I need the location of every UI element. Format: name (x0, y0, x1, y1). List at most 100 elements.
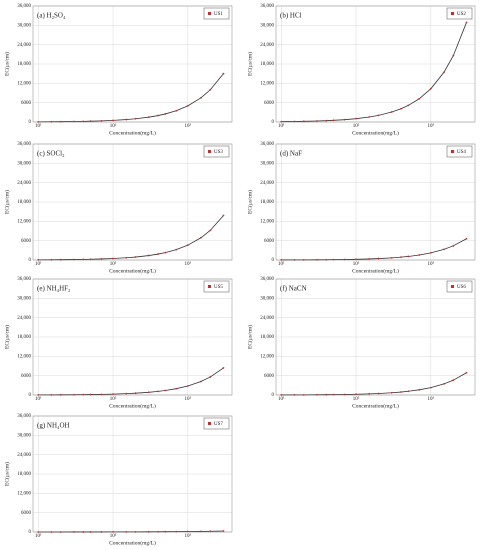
x-tick-label: 10³ (428, 261, 435, 267)
legend-label: US5 (214, 285, 223, 290)
panel: 0 6000 12,000 18,000 24,000 30,000 36,000 10¹ 10… (246, 277, 476, 409)
data-point (164, 530, 167, 533)
panel: 0 6000 12,000 18,000 24,000 30,000 36,000 10¹ 10… (246, 4, 476, 136)
data-point (125, 392, 128, 395)
y-tick-label: 24,000 (17, 43, 31, 48)
data-point (452, 379, 455, 382)
y-axis-label: EC(μs/cm) (246, 190, 253, 214)
panel-title: (b) HCl (280, 12, 302, 20)
y-axis-label: EC(μs/cm) (246, 325, 253, 349)
data-point (89, 120, 92, 123)
data-point (377, 257, 380, 260)
y-tick-label: 6000 (264, 239, 275, 244)
y-tick-label: 6000 (21, 511, 32, 516)
y-axis-label: EC(μs/cm) (3, 325, 10, 349)
y-tick-label: 6000 (21, 374, 32, 379)
x-tick-label: 10³ (185, 261, 192, 267)
data-point (418, 97, 421, 100)
series-line (38, 530, 224, 533)
data-point (59, 531, 62, 533)
series-line (38, 73, 224, 123)
x-tick-label: 10³ (428, 123, 435, 129)
legend-label: US1 (214, 12, 223, 17)
data-point (125, 118, 128, 121)
data-point (293, 393, 296, 396)
data-point (100, 531, 103, 533)
data-point (112, 119, 114, 122)
legend-label: US7 (214, 422, 223, 427)
x-tick-label: 10² (110, 533, 117, 539)
data-point (407, 255, 410, 258)
data-point (390, 256, 393, 259)
y-tick-label: 6000 (21, 101, 32, 106)
y-tick-label: 12,000 (260, 354, 274, 359)
data-point (73, 258, 75, 261)
y-tick-label: 0 (272, 393, 275, 398)
legend-box (203, 7, 230, 20)
legend-box (203, 280, 230, 293)
y-tick-label: 18,000 (17, 472, 31, 477)
data-point (325, 258, 328, 261)
x-tick-label: 10¹ (278, 261, 285, 267)
x-axis-label: Concentration(mg/L) (352, 129, 399, 136)
y-tick-label: 0 (29, 530, 32, 535)
series-line (281, 372, 467, 396)
legend-label: US2 (457, 12, 466, 17)
y-tick-label: 6000 (264, 101, 275, 106)
x-tick-label: 10² (110, 261, 117, 267)
data-point (443, 71, 445, 74)
data-point (343, 393, 346, 396)
y-tick-label: 30,000 (260, 161, 274, 166)
data-point (302, 258, 305, 261)
data-point (343, 118, 346, 121)
data-point (50, 258, 53, 261)
data-point (452, 244, 455, 247)
y-tick-label: 36,000 (260, 142, 274, 147)
data-point (316, 120, 318, 122)
data-point (368, 392, 371, 395)
data-point (316, 258, 318, 261)
data-point (390, 391, 393, 394)
x-tick-label: 10² (110, 396, 117, 402)
legend-box (203, 417, 230, 430)
data-point (175, 109, 178, 112)
panel: 0 6000 12,000 18,000 24,000 30,000 36,000 10¹ 10… (3, 4, 233, 136)
data-point (465, 237, 468, 240)
data-point (186, 530, 189, 533)
data-point (89, 393, 92, 396)
data-point (100, 119, 103, 122)
data-point (164, 251, 167, 254)
y-tick-label: 30,000 (17, 433, 31, 438)
x-axis-label: Concentration(mg/L) (352, 402, 399, 409)
y-tick-label: 12,000 (17, 219, 31, 224)
data-point (368, 258, 371, 260)
x-tick-label: 10¹ (35, 261, 42, 267)
y-tick-label: 30,000 (260, 23, 274, 28)
series-line (38, 215, 224, 261)
data-point (186, 385, 189, 387)
data-point (89, 531, 92, 533)
y-tick-label: 36,000 (260, 277, 274, 282)
data-point (222, 214, 225, 217)
legend-box (446, 145, 473, 158)
x-tick-label: 10² (353, 123, 360, 129)
y-tick-label: 36,000 (17, 414, 31, 419)
data-point (332, 119, 335, 122)
data-point (125, 530, 128, 533)
data-point (37, 394, 40, 396)
data-point (407, 104, 410, 107)
series-line (281, 238, 467, 261)
legend-marker (208, 285, 211, 288)
y-tick-label: 36,000 (17, 142, 31, 147)
data-point (134, 392, 137, 395)
data-point (82, 120, 85, 123)
panel: 0 6000 12,000 18,000 24,000 30,000 36,000 10¹ 10… (3, 277, 233, 409)
data-point (316, 393, 318, 396)
y-tick-label: 12,000 (17, 81, 31, 86)
data-point (377, 392, 380, 395)
data-point (147, 254, 150, 257)
x-axis-label: Concentration(mg/L) (109, 129, 156, 136)
x-tick-label: 10¹ (35, 396, 42, 402)
data-point (112, 257, 114, 260)
